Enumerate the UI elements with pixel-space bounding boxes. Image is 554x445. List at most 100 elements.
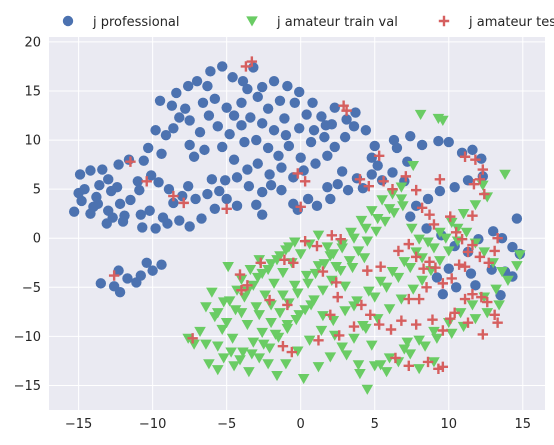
data-point [245, 112, 256, 123]
data-point [182, 181, 194, 192]
data-point [325, 193, 336, 205]
data-point [413, 335, 425, 346]
data-point [222, 262, 234, 273]
data-point [428, 326, 440, 337]
data-point [138, 155, 149, 166]
data-point [329, 102, 340, 113]
data-point [348, 321, 360, 332]
data-point [469, 314, 482, 325]
data-point [246, 56, 258, 67]
data-point [391, 142, 403, 154]
data-point [262, 142, 274, 154]
data-point [405, 130, 416, 142]
data-point [462, 317, 474, 328]
data-point [234, 355, 246, 366]
data-point [492, 317, 503, 328]
data-point [194, 326, 206, 337]
data-point [410, 184, 422, 196]
data-point [371, 314, 384, 325]
data-point [443, 263, 454, 274]
data-point [94, 180, 105, 191]
data-point [352, 246, 365, 257]
data-point [387, 183, 398, 195]
data-point [362, 265, 373, 276]
data-point [418, 263, 429, 274]
data-point [143, 142, 154, 154]
data-point [257, 118, 268, 129]
data-point [404, 349, 417, 360]
data-point [414, 109, 427, 121]
data-point [421, 223, 432, 234]
data-point [322, 181, 333, 193]
data-point [114, 198, 126, 210]
data-point [348, 333, 360, 344]
data-point [237, 75, 249, 87]
data-point [114, 287, 126, 298]
data-point [311, 240, 323, 252]
data-point [478, 247, 491, 258]
legend-item: j professional [62, 15, 180, 30]
data-point [216, 324, 229, 336]
data-point [358, 253, 371, 264]
data-point [231, 200, 243, 212]
data-point [273, 150, 284, 161]
data-point [279, 113, 290, 124]
data-point [257, 339, 270, 350]
legend-item: j amateur test [438, 15, 554, 30]
data-point [256, 327, 269, 338]
data-point [342, 184, 354, 196]
data-point [315, 325, 328, 337]
data-point [428, 357, 440, 368]
data-point [250, 302, 263, 313]
data-point [203, 359, 215, 370]
data-point [209, 93, 221, 105]
data-point [299, 176, 311, 187]
data-point [445, 313, 456, 324]
data-point [410, 200, 422, 212]
series-2 [182, 109, 526, 395]
data-point [313, 335, 324, 346]
y-tick-label: −5 [22, 281, 41, 296]
data-point [236, 285, 247, 296]
data-point [312, 230, 325, 241]
legend-label: j amateur train val [276, 15, 398, 30]
data-point [360, 223, 372, 234]
y-tick-label: −15 [14, 379, 41, 394]
data-point [231, 172, 243, 183]
data-point [262, 359, 274, 370]
data-point [467, 239, 478, 251]
data-point [454, 308, 467, 319]
data-point [370, 226, 383, 237]
data-point [111, 181, 123, 193]
data-point [378, 176, 389, 187]
data-point [294, 86, 305, 98]
data-point [221, 102, 232, 113]
data-point [437, 278, 449, 289]
data-point [320, 120, 332, 131]
data-point [354, 174, 366, 185]
data-point [467, 288, 478, 300]
data-point [242, 164, 253, 175]
data-point [117, 216, 129, 227]
data-point [180, 103, 191, 114]
data-point [132, 176, 144, 187]
data-point [338, 100, 349, 111]
data-point [257, 209, 268, 220]
data-point [372, 160, 383, 171]
data-point [490, 284, 502, 295]
data-point [474, 251, 486, 263]
data-point [242, 280, 253, 291]
data-point [206, 174, 218, 185]
data-point [317, 266, 329, 277]
data-point [375, 261, 386, 272]
data-point [76, 195, 87, 207]
x-tick-label: −5 [217, 417, 236, 432]
data-point [235, 308, 248, 319]
data-point [450, 282, 462, 293]
data-point [354, 369, 366, 380]
y-tick-label: 15 [24, 84, 41, 99]
data-point [469, 200, 482, 211]
data-point [405, 223, 418, 234]
data-point [341, 105, 352, 116]
data-point [493, 300, 505, 311]
